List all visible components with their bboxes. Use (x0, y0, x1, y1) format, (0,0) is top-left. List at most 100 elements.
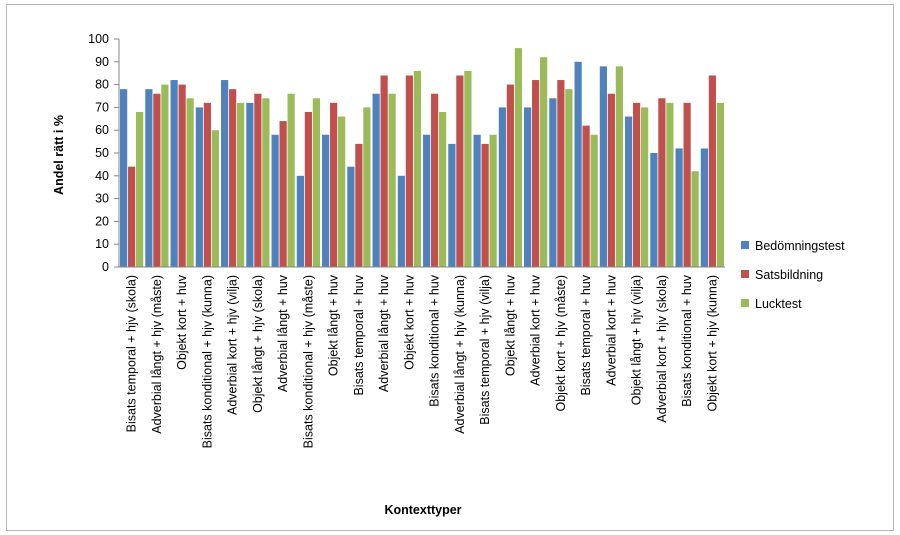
bar-lucktest-15 (489, 134, 497, 267)
y-tick-label: 30 (95, 192, 109, 206)
bar-satsbildning-9 (330, 102, 338, 267)
bar-bedömningstest-9 (322, 134, 330, 267)
bar-bedömningstest-23 (675, 148, 683, 267)
bar-lucktest-7 (287, 93, 295, 267)
legend-label-lucktest: Lucktest (755, 297, 802, 311)
category-label: Objekt långt + huv (503, 274, 517, 376)
x-axis-title: Kontexttyper (384, 503, 461, 517)
category-label: Adverbial kort + hjv (vilja) (226, 275, 240, 415)
category-label: Bisats temporal + huv (579, 274, 593, 395)
category-label: Objekt långt + hjv (skola) (251, 275, 265, 413)
bar-lucktest-9 (338, 116, 346, 268)
legend-swatch-bedömningstest (741, 241, 749, 249)
category-label: Bisats konditional + hjv (kunna) (200, 275, 214, 448)
bar-lucktest-2 (161, 84, 169, 267)
bar-lucktest-6 (262, 98, 270, 267)
category-label: Objekt kort + hjv (kunna) (705, 275, 719, 412)
bar-satsbildning-7 (279, 121, 287, 267)
y-tick-label: 70 (95, 100, 109, 114)
legend-label-satsbildning: Satsbildning (755, 268, 823, 282)
bar-satsbildning-10 (355, 143, 363, 267)
y-tick-label: 80 (95, 78, 109, 92)
bar-lucktest-1 (136, 111, 144, 268)
bar-bedömningstest-10 (347, 166, 355, 267)
category-label: Objekt kort + huv (402, 274, 416, 370)
bar-lucktest-12 (413, 70, 421, 267)
bar-satsbildning-23 (683, 102, 691, 267)
category-label: Adverbial långt + huv (276, 274, 290, 392)
y-tick-label: 10 (95, 237, 109, 251)
bar-bedömningstest-12 (397, 175, 405, 267)
bar-bedömningstest-6 (246, 102, 254, 267)
y-tick-label: 0 (102, 260, 109, 274)
category-label: Objekt långt + huv (327, 274, 341, 376)
bar-satsbildning-2 (153, 93, 161, 267)
chart-frame: 0 10 20 30 40 50 60 70 80 90 100 Bisats temporal +… (6, 4, 894, 531)
bar-bedömningstest-11 (372, 93, 380, 267)
bar-lucktest-5 (237, 102, 245, 267)
bar-satsbildning-14 (456, 75, 464, 267)
bar-satsbildning-17 (532, 80, 540, 267)
bar-lucktest-18 (565, 89, 573, 267)
y-axis-title: Andel rätt i % (52, 115, 66, 195)
bar-lucktest-10 (363, 107, 371, 268)
bar-lucktest-22 (666, 102, 674, 267)
legend-swatch-lucktest (741, 299, 749, 307)
bar-satsbildning-6 (254, 93, 262, 267)
bar-bedömningstest-14 (448, 143, 456, 267)
bar-bedömningstest-19 (574, 61, 582, 267)
category-label: Adverbial långt + huv (377, 274, 391, 392)
bar-bedömningstest-8 (296, 175, 304, 267)
category-labels: Bisats temporal + hjv (skola) Adverbial l… (125, 274, 720, 448)
bar-satsbildning-24 (708, 75, 716, 267)
bar-bedömningstest-13 (423, 134, 431, 267)
category-label: Adverbial långt + hjv (måste) (150, 275, 164, 434)
y-tick-label: 100 (88, 32, 109, 46)
bar-chart: 0 10 20 30 40 50 60 70 80 90 100 Bisats temporal +… (52, 32, 845, 517)
bar-lucktest-17 (540, 57, 548, 267)
bar-bedömningstest-7 (271, 134, 279, 267)
y-tick-label: 50 (95, 146, 109, 160)
bar-satsbildning-20 (607, 93, 615, 267)
bar-bedömningstest-3 (170, 80, 178, 267)
category-label: Bisats temporal + hjv (vilja) (478, 275, 492, 425)
y-tick-label: 60 (95, 123, 109, 137)
bar-satsbildning-16 (506, 84, 514, 267)
category-label: Objekt kort + huv (175, 274, 189, 370)
bar-bedömningstest-5 (221, 80, 229, 267)
bar-satsbildning-5 (229, 89, 237, 267)
bar-satsbildning-8 (304, 111, 312, 268)
category-label: Bisats konditional + huv (428, 274, 442, 406)
bar-lucktest-21 (641, 107, 649, 268)
bar-bedömningstest-20 (599, 66, 607, 267)
bar-lucktest-19 (590, 134, 598, 267)
bar-bedömningstest-1 (120, 89, 128, 267)
bar-satsbildning-19 (582, 125, 590, 267)
bar-satsbildning-15 (481, 143, 489, 267)
bars (120, 48, 724, 268)
y-axis-ticks: 0 10 20 30 40 50 60 70 80 90 100 (88, 32, 119, 274)
y-tick-label: 40 (95, 169, 109, 183)
bar-bedömningstest-21 (625, 116, 633, 268)
category-label: Bisats temporal + huv (352, 274, 366, 395)
y-tick-label: 90 (95, 55, 109, 69)
bar-lucktest-8 (312, 98, 320, 267)
bar-satsbildning-18 (557, 80, 565, 267)
bar-lucktest-13 (439, 111, 447, 268)
category-label: Bisats temporal + hjv (skola) (125, 275, 139, 432)
category-label: Bisats konditional + hjv (måste) (301, 275, 315, 448)
bar-bedömningstest-4 (195, 107, 203, 268)
legend: Bedömningstest Satsbildning Lucktest (741, 239, 845, 311)
category-label: Adverbial kort + hjv (skola) (655, 275, 669, 423)
legend-swatch-satsbildning (741, 270, 749, 278)
bar-bedömningstest-2 (145, 89, 153, 267)
bar-satsbildning-3 (178, 84, 186, 267)
bar-satsbildning-1 (128, 166, 136, 267)
bar-lucktest-16 (514, 48, 522, 268)
bar-lucktest-14 (464, 70, 472, 267)
bar-satsbildning-12 (405, 75, 413, 267)
bar-bedömningstest-22 (650, 153, 658, 267)
bar-satsbildning-4 (203, 102, 211, 267)
y-tick-label: 20 (95, 214, 109, 228)
bar-lucktest-11 (388, 93, 396, 267)
